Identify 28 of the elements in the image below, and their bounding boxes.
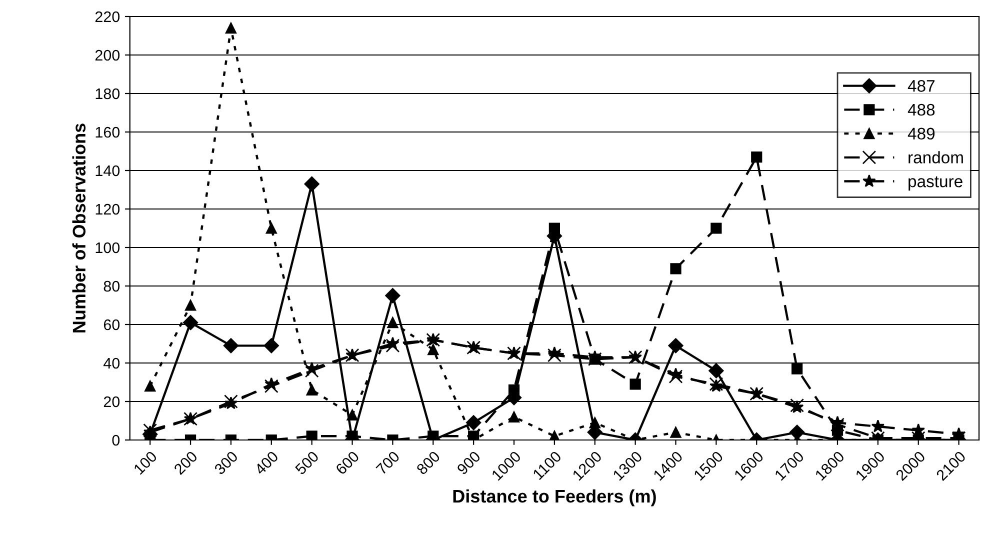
y-tick-label: 80 bbox=[104, 280, 120, 292]
y-tick-label: 160 bbox=[96, 126, 120, 138]
y-tick-label: 180 bbox=[96, 88, 120, 100]
y-tick-label: 120 bbox=[96, 204, 120, 215]
x-tick-label: 100 bbox=[133, 450, 158, 475]
y-tick-label: 40 bbox=[104, 358, 120, 369]
legend-label: 488 bbox=[908, 104, 935, 116]
y-tick-label: 60 bbox=[104, 319, 120, 330]
legend-label: 489 bbox=[908, 128, 935, 140]
x-tick-label: 800 bbox=[416, 450, 441, 476]
x-tick-label: 600 bbox=[335, 450, 360, 476]
x-tick-label: 400 bbox=[254, 450, 279, 476]
legend-label: random bbox=[908, 151, 963, 164]
x-tick-label: 200 bbox=[173, 450, 198, 476]
x-tick-label: 700 bbox=[376, 450, 400, 476]
y-tick-label: 200 bbox=[95, 50, 120, 61]
x-axis-title: Distance to Feeders (m) bbox=[453, 489, 656, 506]
y-tick-label: 140 bbox=[96, 165, 120, 176]
x-tick-label: 500 bbox=[294, 450, 320, 476]
x-tick-label: 900 bbox=[456, 450, 482, 476]
y-tick-label: 100 bbox=[96, 242, 120, 254]
y-axis-title: Number of Observations bbox=[72, 124, 86, 332]
legend-label: 487 bbox=[908, 80, 934, 92]
legend-label: pasture bbox=[908, 176, 962, 191]
y-tick-label: 220 bbox=[95, 11, 120, 22]
y-tick-label: 0 bbox=[112, 434, 120, 446]
x-tick-label: 300 bbox=[214, 450, 238, 476]
y-tick-label: 20 bbox=[104, 396, 120, 408]
